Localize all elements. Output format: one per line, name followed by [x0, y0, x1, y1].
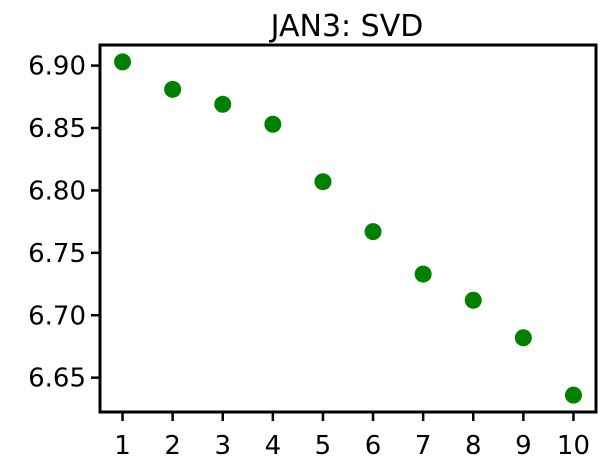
- data-point: [514, 329, 532, 347]
- y-tick-label: 6.75: [28, 239, 86, 269]
- x-tick-label: 9: [515, 431, 532, 461]
- y-axis: 6.65 6.70 6.75 6.80 6.85 6.90: [28, 52, 100, 394]
- y-tick-label: 6.65: [28, 364, 86, 394]
- y-tick-label: 6.90: [28, 52, 86, 82]
- x-tick-label: 6: [365, 431, 382, 461]
- data-point: [564, 386, 582, 404]
- x-tick-label: 8: [465, 431, 482, 461]
- x-tick-label: 10: [557, 431, 590, 461]
- chart-title: JAN3: SVD: [269, 9, 424, 44]
- data-point: [264, 115, 282, 133]
- data-point: [164, 80, 182, 98]
- data-point: [464, 291, 482, 309]
- y-tick-label: 6.80: [28, 176, 86, 206]
- data-point: [114, 53, 132, 71]
- axes-frame: [98, 43, 598, 414]
- x-tick-label: 3: [214, 431, 231, 461]
- data-point: [414, 265, 432, 283]
- x-tick-label: 5: [315, 431, 332, 461]
- x-tick-label: 7: [415, 431, 432, 461]
- y-tick-label: 6.70: [28, 301, 86, 331]
- x-axis: 1 2 3 4 5 6 7 8 9 10: [114, 412, 590, 461]
- x-tick-label: 4: [265, 431, 282, 461]
- y-tick-label: 6.85: [28, 114, 86, 144]
- data-point: [214, 95, 232, 113]
- data-points: [114, 53, 582, 404]
- data-point: [314, 173, 332, 191]
- data-point: [364, 223, 382, 241]
- x-tick-label: 1: [114, 431, 131, 461]
- x-tick-label: 2: [164, 431, 181, 461]
